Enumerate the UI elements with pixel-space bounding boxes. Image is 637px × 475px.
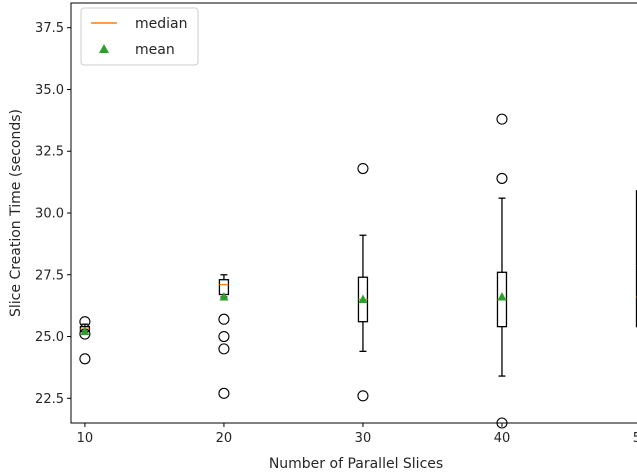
axes-frame (70, 2, 637, 424)
legend-mean-label: mean (135, 42, 175, 58)
outlier-point (218, 313, 230, 325)
outlier-point (218, 343, 230, 355)
mean-marker (358, 294, 368, 303)
y-axis-label: Slice Creation Time (seconds) (8, 109, 24, 317)
x-tick-label: 30 (355, 431, 372, 446)
outlier-point (218, 387, 230, 399)
y-tick-label: 22.5 (35, 392, 64, 407)
plot-area (70, 2, 637, 424)
mean-marker (219, 292, 229, 301)
y-tick-label: 32.5 (35, 145, 64, 160)
outlier-point (79, 353, 91, 365)
y-tick-label: 35.0 (35, 83, 64, 98)
x-tick-label: 10 (77, 431, 94, 446)
legend-median-label: median (135, 16, 187, 32)
legend: median mean (80, 7, 199, 66)
y-tick-label: 37.5 (35, 21, 64, 36)
x-tick-label: 40 (494, 431, 511, 446)
mean-marker (497, 292, 507, 301)
outlier-point (496, 113, 508, 125)
y-tick-label: 27.5 (35, 268, 64, 283)
legend-mean-triangle-icon (99, 44, 109, 53)
x-tick-label: 50 (633, 431, 637, 446)
outlier-point (496, 172, 508, 184)
x-axis-ticks: 10 20 30 40 50 (77, 423, 637, 446)
outlier-point (357, 390, 369, 402)
x-tick-label: 20 (216, 431, 233, 446)
outlier-point (496, 417, 508, 429)
outlier-point (357, 162, 369, 175)
y-axis-ticks: 22.5 25.0 27.5 30.0 32.5 35.0 37.5 (35, 21, 71, 407)
x-axis-label: Number of Parallel Slices (269, 456, 443, 472)
y-tick-label: 25.0 (35, 330, 64, 345)
mean-marker (80, 326, 90, 336)
outlier-point (218, 330, 230, 343)
y-tick-label: 30.0 (35, 207, 64, 222)
